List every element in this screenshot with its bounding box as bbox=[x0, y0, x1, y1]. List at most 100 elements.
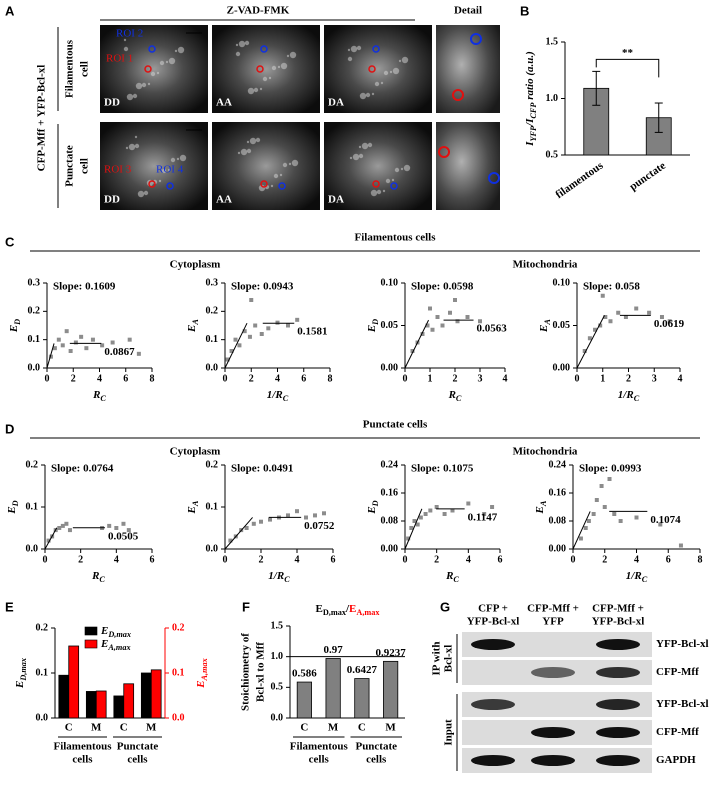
y-tick-label: 0.2 bbox=[206, 459, 219, 470]
x-tick-label: 3 bbox=[652, 373, 657, 384]
label-subscript: C bbox=[99, 575, 105, 584]
micrograph bbox=[100, 122, 208, 210]
label-subscript: C bbox=[456, 394, 462, 403]
micrograph bbox=[212, 25, 320, 113]
legend-swatch bbox=[84, 626, 98, 636]
y-tick-label: 1.0 bbox=[271, 651, 284, 662]
group-label: Filamentous bbox=[290, 741, 349, 753]
value-label: 0.6427 bbox=[347, 664, 378, 676]
point bbox=[46, 538, 51, 543]
y-tick-label: 0.05 bbox=[381, 320, 399, 331]
slope-label: Slope: 0.0993 bbox=[579, 463, 642, 475]
label-part: R bbox=[448, 389, 456, 401]
point bbox=[295, 509, 299, 514]
texture bbox=[143, 190, 149, 196]
slope-line bbox=[572, 511, 591, 550]
roi-marker bbox=[372, 180, 380, 188]
texture bbox=[253, 87, 259, 93]
section-subtitle: Cytoplasm bbox=[170, 259, 221, 271]
blot-band bbox=[596, 639, 640, 650]
texture bbox=[141, 82, 147, 88]
row-label: cell bbox=[79, 158, 91, 174]
x-tick-label: 0 bbox=[403, 554, 408, 565]
label: RC bbox=[448, 389, 462, 404]
blot-group-label: IP with bbox=[431, 642, 443, 676]
y-tick-label: 0.0 bbox=[271, 712, 284, 723]
label: IYFP/ICFP ratio (a.u.) bbox=[524, 51, 539, 147]
texture bbox=[383, 70, 389, 76]
label-part: /I bbox=[524, 118, 536, 127]
point bbox=[322, 511, 326, 516]
y-tick-label: 0.5 bbox=[546, 149, 559, 160]
point bbox=[599, 484, 604, 488]
label: RC bbox=[91, 570, 105, 585]
label-subscript: D bbox=[11, 500, 20, 507]
row-label: Punctate bbox=[64, 145, 76, 187]
texture bbox=[359, 92, 367, 100]
y-tick-label: 0.2 bbox=[28, 306, 41, 317]
y-tick-label: 0.1 bbox=[26, 501, 39, 512]
label-part: E bbox=[349, 603, 356, 615]
roi-marker bbox=[470, 33, 482, 45]
point bbox=[482, 512, 487, 516]
point bbox=[57, 526, 62, 530]
texture bbox=[279, 173, 283, 177]
y-tick-label: 0.1 bbox=[172, 667, 185, 678]
blot-band bbox=[531, 755, 575, 766]
texture bbox=[247, 87, 255, 95]
bar bbox=[325, 658, 341, 719]
point bbox=[121, 521, 126, 526]
y-tick-label: 0.0 bbox=[206, 362, 219, 373]
texture bbox=[291, 159, 299, 167]
point bbox=[667, 319, 672, 324]
texture bbox=[156, 71, 160, 75]
texture bbox=[123, 46, 129, 52]
bar bbox=[354, 678, 370, 719]
y-tick-label: 0.10 bbox=[553, 277, 571, 288]
point bbox=[593, 327, 598, 332]
y-tick-label: 0.2 bbox=[206, 306, 219, 317]
label-part: 1/R bbox=[626, 570, 642, 582]
texture bbox=[358, 153, 364, 159]
point bbox=[68, 349, 73, 353]
point bbox=[233, 337, 238, 342]
label-subscript: D bbox=[13, 319, 22, 326]
point bbox=[587, 336, 592, 341]
lane-header: CFP-Mff + bbox=[527, 603, 579, 615]
y-tick-label: 0.05 bbox=[553, 320, 571, 331]
texture bbox=[288, 162, 292, 166]
x-tick-label: 2 bbox=[78, 554, 83, 565]
y-tick-label: 0.2 bbox=[26, 459, 39, 470]
y-tick-label: 0.1 bbox=[28, 334, 41, 345]
point bbox=[127, 337, 132, 342]
row-label: cell bbox=[79, 61, 91, 77]
texture bbox=[356, 45, 362, 51]
plateau-label: 0.1147 bbox=[468, 511, 498, 523]
x-tick-label: 4 bbox=[275, 373, 280, 384]
texture bbox=[367, 142, 373, 148]
point bbox=[90, 337, 95, 342]
label-part: E bbox=[6, 506, 18, 514]
point bbox=[659, 315, 664, 319]
detail-label: Detail bbox=[454, 5, 482, 17]
texture bbox=[392, 67, 400, 75]
label-subscript: D bbox=[371, 500, 380, 507]
x-tick-label: 0 bbox=[45, 373, 50, 384]
point bbox=[266, 326, 271, 331]
y-tick-label: 0.0 bbox=[28, 362, 41, 373]
point bbox=[259, 332, 264, 336]
channel-label: AA bbox=[216, 97, 232, 109]
label: EA bbox=[534, 500, 549, 514]
plateau-label: 0.1074 bbox=[650, 514, 681, 526]
label: ED bbox=[366, 319, 381, 333]
legend-swatch bbox=[84, 639, 98, 649]
texture bbox=[371, 92, 375, 96]
texture bbox=[391, 178, 395, 182]
texture bbox=[170, 157, 176, 163]
section-title: Filamentous cells bbox=[355, 232, 437, 244]
group-label: cells bbox=[72, 754, 93, 766]
point bbox=[582, 349, 587, 353]
slope-label: Slope: 0.0491 bbox=[231, 463, 293, 475]
section-subtitle: Mitochondria bbox=[513, 259, 578, 271]
label-part: R bbox=[92, 389, 100, 401]
